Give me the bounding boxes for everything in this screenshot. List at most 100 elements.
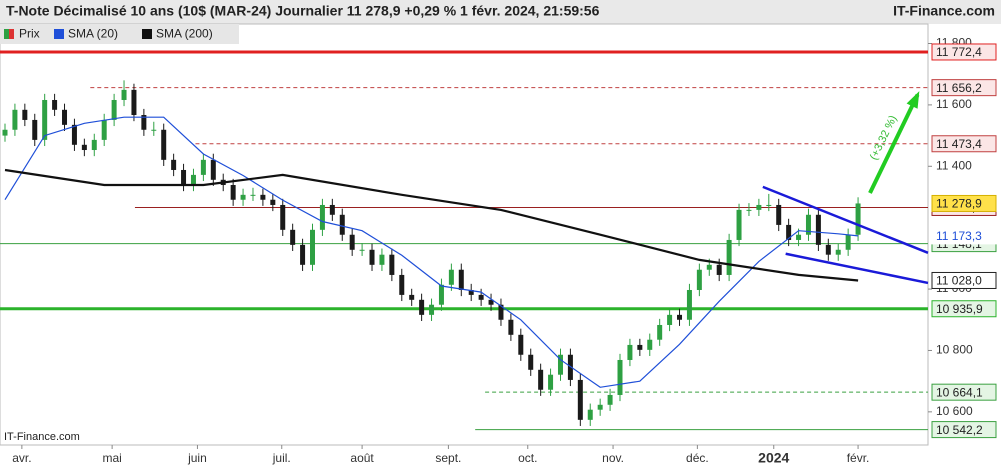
candle-body — [389, 254, 395, 275]
candle-body — [290, 229, 296, 245]
candle-body — [855, 203, 861, 235]
candle-body — [746, 209, 752, 211]
candle-body — [141, 115, 147, 130]
candle-body — [518, 334, 524, 355]
x-tick-label: oct. — [518, 451, 537, 465]
arrow-shaft — [868, 93, 920, 194]
source: IT-Finance.com — [893, 3, 995, 19]
legend-swatch — [142, 29, 152, 39]
candle-body — [300, 244, 306, 265]
candle-body — [627, 344, 633, 360]
candle-body — [548, 374, 554, 390]
candle-body — [121, 89, 127, 100]
candle-body — [478, 294, 484, 300]
candle-body — [2, 129, 8, 136]
x-tick-label: févr. — [847, 451, 870, 465]
x-tick-label: mai — [102, 451, 121, 465]
level-label: 11 656,2 — [936, 81, 982, 95]
candle-body — [240, 194, 246, 200]
level-box — [931, 300, 997, 318]
x-tick-label: juin — [187, 451, 207, 465]
y-tick-label: 11 400 — [936, 158, 972, 172]
x-tick-label: juil. — [272, 451, 291, 465]
last-price-box — [931, 194, 997, 212]
sma-value-box — [931, 271, 997, 289]
level-label: 10 664,1 — [936, 385, 983, 399]
candle-body — [42, 99, 48, 140]
candle-body — [399, 274, 405, 295]
level-box — [931, 79, 997, 97]
candle-body — [329, 204, 335, 215]
sma-line — [4, 116, 859, 388]
candle-body — [369, 249, 375, 265]
trendline — [762, 185, 929, 255]
candle-body — [310, 229, 316, 265]
candle-body — [429, 304, 435, 315]
legend-label: Prix — [19, 27, 40, 41]
candle-body — [280, 204, 286, 230]
candle-body — [796, 234, 802, 240]
candle-body — [776, 204, 782, 225]
legend-items: Prix SMA (20) SMA (200) — [4, 27, 213, 41]
last-price-label: 11 278,9 — [936, 197, 982, 211]
candle-body — [577, 379, 583, 420]
level-box — [931, 135, 997, 153]
candle-body — [528, 354, 534, 370]
candle-body — [379, 254, 385, 265]
trendline — [785, 252, 929, 285]
candle-body — [567, 354, 573, 380]
candle-body — [359, 249, 365, 251]
candle-body — [200, 159, 206, 175]
candle-body — [766, 204, 772, 206]
candle-body — [12, 109, 18, 130]
sma-value-label: 11 028,0 — [936, 274, 982, 288]
candle-body — [52, 99, 58, 110]
candle-body — [498, 304, 504, 320]
candle-body — [91, 139, 97, 151]
candle-body — [151, 129, 157, 131]
candle-body — [210, 159, 216, 180]
candle-body — [726, 239, 732, 275]
candle-body — [825, 244, 831, 255]
x-tick-label: déc. — [686, 451, 709, 465]
candle-body — [181, 169, 187, 186]
candle-body — [270, 199, 276, 205]
candle-body — [458, 269, 464, 290]
candle-body — [131, 89, 137, 116]
level-box — [931, 421, 997, 439]
candle-body — [815, 214, 821, 245]
candle-body — [597, 404, 603, 410]
candle-body — [637, 344, 643, 350]
candle-body — [260, 194, 266, 200]
candle-body — [677, 314, 683, 320]
candle-body — [557, 354, 563, 375]
candle-body — [409, 294, 415, 300]
candle-body — [230, 185, 236, 200]
candle-body — [448, 269, 454, 285]
legend-swatch — [9, 29, 14, 39]
candle-body — [845, 234, 851, 250]
candle-body — [419, 299, 425, 315]
legend-label: SMA (200) — [156, 27, 213, 41]
level-box — [931, 383, 997, 401]
candle-body — [607, 394, 613, 405]
candle-body — [250, 194, 256, 196]
candle-body — [488, 299, 494, 305]
y-tick-label: 10 800 — [936, 343, 973, 357]
candle-body — [736, 209, 742, 240]
watermark: IT-Finance.com — [4, 431, 80, 443]
candle-body — [349, 234, 355, 250]
candle-body — [111, 99, 117, 120]
x-tick-label: sept. — [435, 451, 461, 465]
candle-body — [686, 289, 692, 320]
candle-body — [171, 159, 177, 170]
candle-body — [786, 224, 792, 240]
level-label: 10 542,2 — [936, 423, 983, 437]
candle-body — [716, 264, 722, 275]
candle-body — [587, 409, 593, 420]
sma-value-box — [931, 227, 997, 245]
candle-body — [756, 204, 762, 210]
x-tick-label: avr. — [12, 451, 31, 465]
